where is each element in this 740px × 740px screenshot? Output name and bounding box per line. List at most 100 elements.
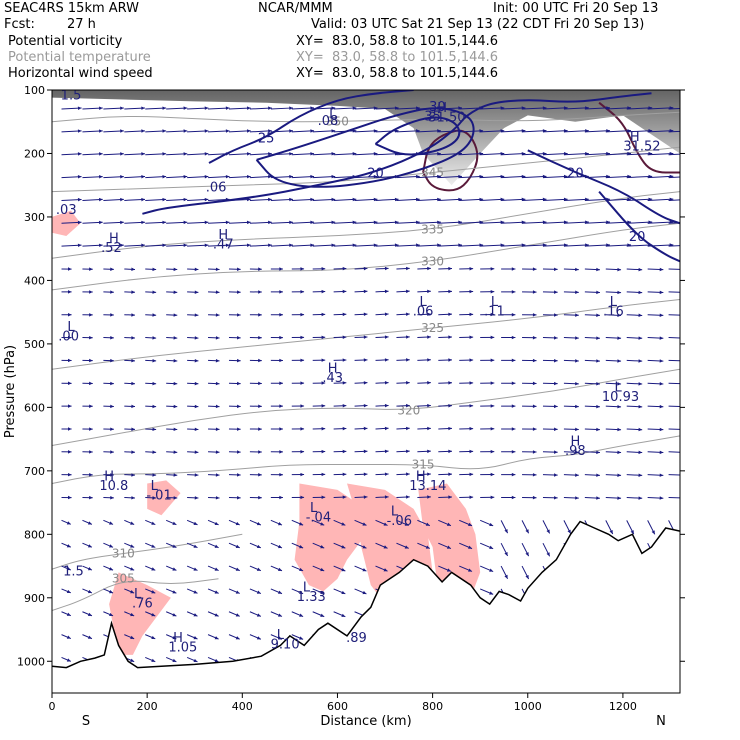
wind-arrow-head (363, 449, 368, 454)
wind-arrow (417, 175, 441, 179)
wind-arrow-head (183, 220, 188, 225)
wind-arrow-head (406, 403, 410, 408)
wind-arrow-head (193, 544, 198, 548)
wind-contour-label: 20 (367, 167, 384, 182)
wind-arrow-head (427, 312, 431, 316)
wind-arrow-head (130, 521, 135, 525)
extremum-label: 1.33 (297, 590, 326, 605)
extremum-label: L (67, 320, 75, 335)
wind-arrow-head (183, 129, 188, 133)
wind-arrow-head (511, 450, 516, 454)
wind-arrow-head (352, 106, 357, 110)
wind-arrow-head (256, 567, 261, 571)
wind-arrow (522, 244, 547, 247)
wind-arrow-head (277, 636, 282, 640)
wind-arrow-head (277, 613, 282, 617)
wind-arrow-head (162, 106, 167, 110)
wind-arrow-head (235, 521, 240, 526)
wind-arrow-head (427, 495, 431, 499)
wind-arrow-head (131, 381, 135, 386)
wind-arrow-head (141, 106, 145, 110)
wind-arrow-head (525, 529, 529, 534)
wind-arrow (605, 198, 632, 201)
wind-arrow-head (131, 267, 135, 272)
wind-arrow-head (373, 129, 378, 133)
wind-arrow-head (131, 336, 135, 340)
extremum-label: H (218, 228, 228, 243)
wind-arrow-head (352, 152, 357, 156)
wind-arrow-head (172, 590, 177, 594)
wind-arrow-head (173, 496, 178, 500)
wind-arrow-head (416, 243, 420, 247)
wind-arrow-head (321, 312, 326, 317)
wind-contour (255, 107, 475, 188)
wind-arrow-head (215, 404, 220, 409)
wind-arrow-head (225, 174, 230, 179)
wind-arrow-head (173, 359, 178, 363)
field-pv-xy: XY= 83.0, 58.8 to 101.5,144.6 (296, 34, 499, 49)
wind-arrow-head (173, 267, 178, 272)
wind-arrow-head (352, 197, 357, 202)
wind-arrow-head (321, 495, 326, 500)
wind-arrow-head (183, 152, 188, 156)
wind-arrow (542, 221, 568, 224)
wind-arrow-head (152, 313, 157, 317)
theta-contour (52, 191, 680, 259)
wind-arrow-head (596, 290, 600, 295)
wind-arrow-head (215, 267, 220, 272)
north-label: N (656, 714, 666, 729)
wind-arrow-head (130, 612, 135, 617)
wind-arrow (417, 244, 441, 247)
wind-arrow-head (331, 197, 336, 202)
wind-arrow (459, 175, 484, 179)
wind-arrow-head (575, 496, 579, 500)
wind-arrow-head (89, 427, 93, 431)
wind-arrow (312, 153, 336, 156)
wind-arrow-head (246, 243, 251, 247)
wind-contour-label: 25 (258, 132, 275, 147)
wind-arrow-head (130, 544, 135, 548)
wind-arrow-head (320, 545, 325, 549)
wind-arrow-head (172, 635, 177, 640)
wind-arrow (501, 107, 526, 110)
wind-arrow (249, 198, 272, 201)
wind-arrow (312, 175, 336, 179)
wind-arrow-head (152, 359, 157, 363)
wind-arrow-head (110, 495, 114, 500)
wind-arrow-head (299, 613, 304, 617)
wind-arrow-head (681, 336, 685, 339)
wind-arrow-head (469, 312, 474, 317)
wind-contour-label: 20 (629, 230, 646, 245)
wind-arrow-head (152, 496, 157, 500)
wind-arrow-head (67, 495, 72, 500)
wind-arrow (668, 359, 680, 362)
wind-arrow-head (141, 243, 145, 248)
extremum-label: .52 (101, 241, 122, 256)
wind-arrow-head (277, 522, 282, 526)
wind-arrow-head (448, 289, 452, 294)
wind-arrow-head (193, 658, 198, 663)
wind-arrow (668, 222, 680, 224)
y-tick-label: 800 (24, 528, 45, 541)
x-tick-label: 600 (327, 700, 348, 713)
field-wind-xy: XY= 83.0, 58.8 to 101.5,144.6 (296, 66, 499, 81)
wind-arrow-head (173, 336, 178, 340)
wind-arrow-head (310, 174, 315, 179)
wind-arrow (375, 221, 399, 224)
wind-arrow-head (448, 358, 452, 362)
wind-arrow-head (511, 267, 516, 271)
wind-arrow-head (89, 381, 93, 386)
x-tick-label: 400 (232, 700, 253, 713)
wind-arrow-head (575, 404, 579, 409)
wind-arrow-head (554, 358, 558, 363)
wind-arrow-head (331, 129, 336, 133)
wind-arrow (291, 107, 315, 110)
wind-arrow-head (152, 267, 157, 272)
wind-arrow-head (89, 404, 93, 408)
init-time: Init: 00 UTC Fri 20 Sep 13 (493, 1, 659, 16)
wind-arrow-head (66, 521, 71, 525)
wind-arrow-head (299, 636, 304, 640)
wind-arrow-head (279, 450, 283, 454)
wind-arrow-head (77, 243, 82, 248)
wind-arrow-head (237, 450, 241, 454)
